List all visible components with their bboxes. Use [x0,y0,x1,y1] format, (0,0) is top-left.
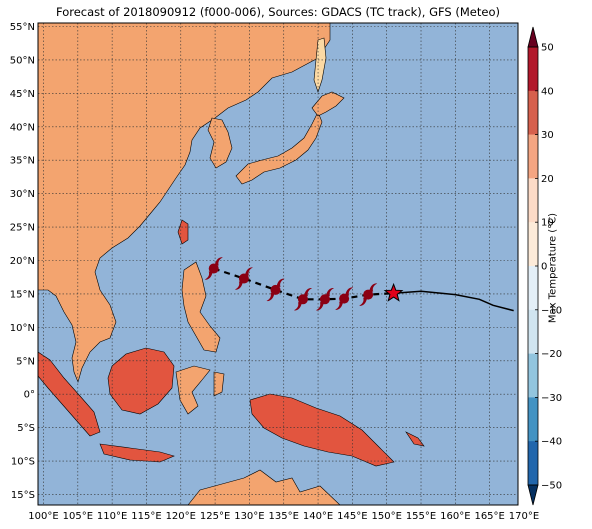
colorbar-tick-label: −50 [541,481,562,492]
typhoon-symbol [335,287,354,310]
colorbar-segment [528,397,538,442]
lat-tick-label: 0° [24,390,35,401]
lon-tick-label: 120°E [166,511,196,522]
map-frame [37,22,519,506]
lat-tick-label: 25°N [10,223,35,234]
lon-tick-label: 165°E [474,511,504,522]
lon-tick-label: 135°E [269,511,299,522]
colorbar-segment [528,353,538,398]
typhoon-symbol [204,257,223,280]
colorbar-min-extension [527,484,539,506]
lon-tick-label: 155°E [406,511,436,522]
tc-track [204,257,514,312]
lon-tick-label: 150°E [371,511,401,522]
colorbar-tick-label: 30 [541,130,554,141]
typhoon-symbol [234,267,253,290]
colorbar-tick-label: 10 [541,218,554,229]
lat-tick-label: 15°S [11,490,35,501]
colorbar-segment [528,134,538,179]
lon-tick-label: 145°E [337,511,367,522]
lon-tick-label: 130°E [234,511,264,522]
lon-tick-label: 110°E [97,511,127,522]
lat-tick-label: 55°N [10,22,35,33]
map-title: Forecast of 2018090912 (f000-006), Sourc… [56,5,500,19]
land-masses [38,23,425,505]
lat-lon-grid [38,23,518,505]
colorbar-tick-label: −10 [541,305,562,316]
colorbar-segment [528,441,538,486]
forecast-track-line [393,290,514,312]
lat-tick-label: 10°N [10,323,35,334]
typhoon-symbol [315,288,334,311]
lon-tick-label: 100°E [28,511,58,522]
lon-tick-label: 115°E [131,511,161,522]
colorbar-tick-label: 40 [541,86,554,97]
colorbar-tick-label: −40 [541,437,562,448]
lat-tick-label: 30°N [10,189,35,200]
lon-tick-label: 170°E [509,511,539,522]
colorbar-tick-label: −20 [541,349,562,360]
colorbar-tick-label: 0 [541,262,547,273]
colorbar-tick-label: −30 [541,393,562,404]
axes-ticks: 100°E 105°E 110°E 115°E 120°E 125°E 130°E 135°E… [10,22,539,522]
lat-tick-label: 10°S [11,457,35,468]
colorbar-tick-label: 20 [541,174,554,185]
colorbar: 50 40 30 20 10 0 −10 −20 −30 −40 −50 [527,26,562,506]
lat-tick-label: 5°S [17,423,35,434]
colorbar-tick-label: 50 [541,43,554,54]
lon-tick-label: 140°E [303,511,333,522]
colorbar-segment [528,309,538,354]
current-position-star [383,282,404,302]
lat-tick-label: 45°N [10,89,35,100]
typhoon-symbol [266,278,285,302]
lat-tick-label: 35°N [10,156,35,167]
colorbar-segment [528,266,538,311]
lat-tick-label: 50°N [10,55,35,66]
colorbar-segment [528,178,538,223]
lon-tick-label: 125°E [200,511,230,522]
lat-tick-label: 5°N [16,356,35,367]
typhoon-symbol [293,288,312,311]
colorbar-max-extension [527,26,539,48]
lat-tick-label: 15°N [10,289,35,300]
lat-tick-label: 40°N [10,122,35,133]
lon-tick-label: 160°E [440,511,470,522]
colorbar-label: Max Temperature (°C) [547,212,559,324]
colorbar-segment [528,90,538,135]
colorbar-segment [528,47,538,92]
lat-tick-label: 20°N [10,256,35,267]
colorbar-segment [528,222,538,267]
lon-tick-label: 105°E [63,511,93,522]
typhoon-symbol [359,283,378,306]
